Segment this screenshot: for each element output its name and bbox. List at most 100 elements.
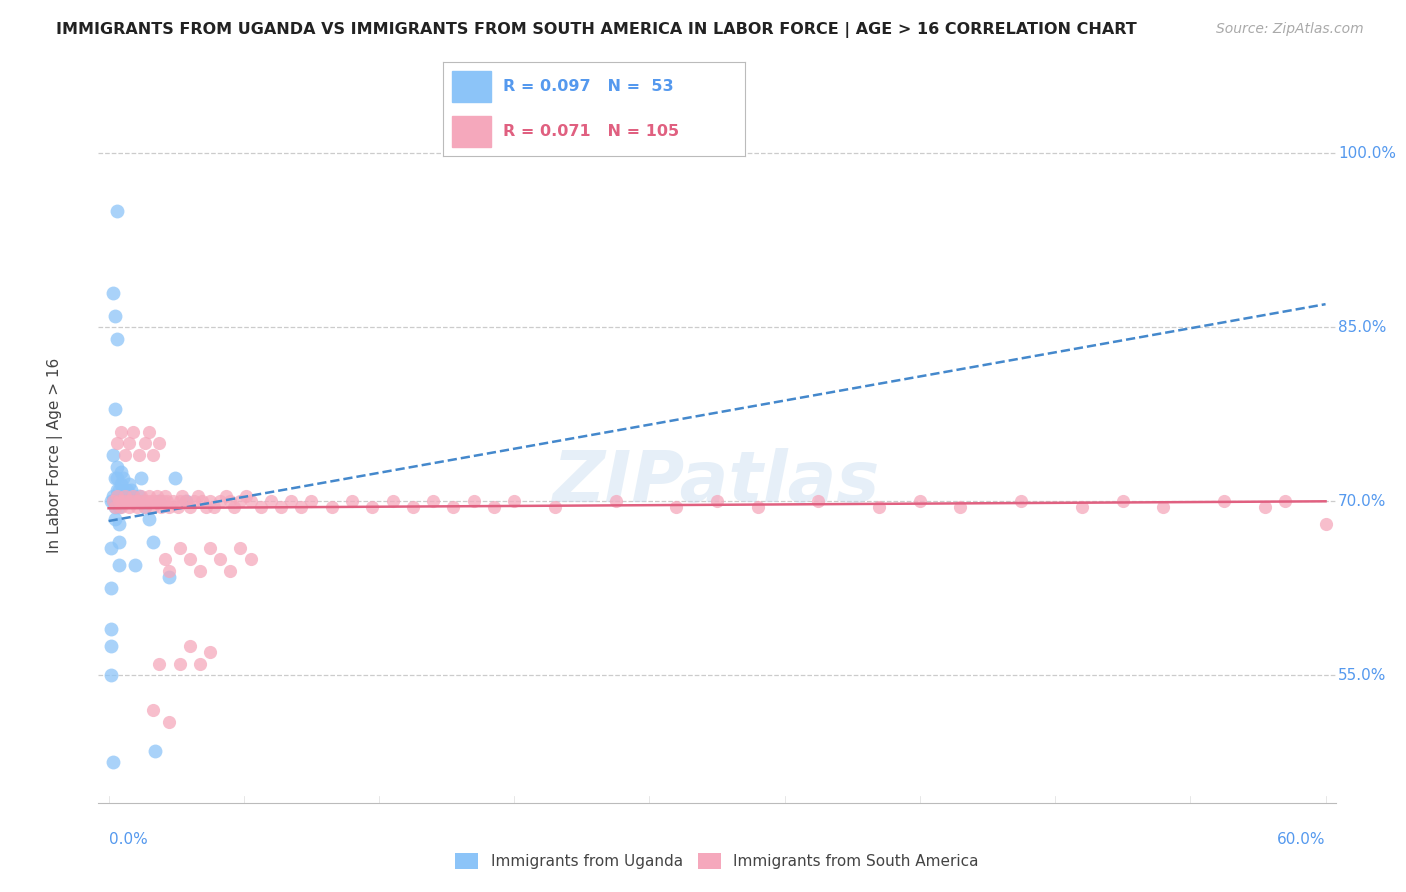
Point <box>100 582 122 596</box>
Point <box>157 714 180 729</box>
Point <box>148 657 170 671</box>
Point <box>148 494 170 508</box>
Point <box>290 500 312 514</box>
Bar <box>451 70 491 102</box>
Point <box>107 534 129 549</box>
Point <box>101 494 124 508</box>
Point <box>101 285 124 300</box>
Point <box>209 494 232 508</box>
Point <box>118 500 141 514</box>
Point <box>1254 500 1277 514</box>
Point <box>100 668 122 682</box>
Point <box>111 483 134 497</box>
Text: 85.0%: 85.0% <box>1339 320 1386 334</box>
Point <box>191 494 214 508</box>
Point <box>340 494 363 508</box>
Point <box>118 436 141 450</box>
Point <box>908 494 931 508</box>
Point <box>361 500 384 514</box>
Text: IMMIGRANTS FROM UGANDA VS IMMIGRANTS FROM SOUTH AMERICA IN LABOR FORCE | AGE > 1: IMMIGRANTS FROM UGANDA VS IMMIGRANTS FRO… <box>56 22 1137 38</box>
Point <box>104 309 127 323</box>
Point <box>100 541 122 555</box>
Point <box>441 500 464 514</box>
Point <box>155 552 177 566</box>
Point <box>747 500 769 514</box>
Point <box>807 494 830 508</box>
Point <box>179 500 201 514</box>
Point <box>110 489 132 503</box>
Point <box>105 459 128 474</box>
Point <box>141 494 163 508</box>
Point <box>949 500 972 514</box>
Point <box>209 552 232 566</box>
Point <box>125 494 148 508</box>
Text: 55.0%: 55.0% <box>1339 668 1386 682</box>
Point <box>179 640 201 654</box>
Point <box>162 494 184 508</box>
Point <box>198 541 221 555</box>
Point <box>115 494 138 508</box>
Point <box>104 511 127 525</box>
Text: Source: ZipAtlas.com: Source: ZipAtlas.com <box>1216 22 1364 37</box>
Text: 70.0%: 70.0% <box>1339 494 1386 508</box>
Point <box>142 448 165 462</box>
Point <box>104 471 127 485</box>
Point <box>120 494 142 508</box>
Point <box>105 332 128 346</box>
Point <box>235 489 257 503</box>
Point <box>107 500 129 514</box>
Point <box>110 425 132 439</box>
Point <box>104 494 127 508</box>
Point <box>868 500 890 514</box>
Point <box>1274 494 1296 508</box>
Point <box>179 552 201 566</box>
Point <box>1010 494 1032 508</box>
Point <box>100 622 122 636</box>
Point <box>143 744 166 758</box>
Point <box>107 494 129 508</box>
Point <box>107 494 129 508</box>
Point <box>101 494 124 508</box>
Point <box>128 494 150 508</box>
Point <box>224 500 246 514</box>
Point <box>104 500 127 514</box>
Point <box>157 564 180 578</box>
Point <box>665 500 688 514</box>
Point <box>134 436 156 450</box>
Point <box>166 500 188 514</box>
Point <box>215 489 238 503</box>
Point <box>219 494 242 508</box>
Point <box>148 494 170 508</box>
Point <box>1112 494 1135 508</box>
Point <box>122 489 145 503</box>
Point <box>110 466 132 480</box>
Point <box>115 483 138 497</box>
Bar <box>451 116 491 147</box>
Point <box>134 500 156 514</box>
Point <box>170 489 193 503</box>
Point <box>114 489 136 503</box>
Point <box>100 494 122 508</box>
Point <box>142 703 165 717</box>
Point <box>156 494 179 508</box>
Point <box>100 640 122 654</box>
Point <box>219 564 242 578</box>
Text: 60.0%: 60.0% <box>1277 831 1326 847</box>
Point <box>138 425 160 439</box>
Point <box>157 569 180 583</box>
Point <box>120 483 142 497</box>
Point <box>110 476 132 491</box>
Point <box>229 494 252 508</box>
Text: R = 0.071   N = 105: R = 0.071 N = 105 <box>503 124 679 139</box>
Point <box>148 436 170 450</box>
Point <box>124 558 146 573</box>
Point <box>111 494 134 508</box>
Point <box>104 500 127 514</box>
Point <box>169 657 191 671</box>
Point <box>194 500 217 514</box>
Point <box>198 645 221 659</box>
Point <box>138 511 160 525</box>
Point <box>299 494 322 508</box>
Point <box>150 500 173 514</box>
Point <box>152 494 174 508</box>
